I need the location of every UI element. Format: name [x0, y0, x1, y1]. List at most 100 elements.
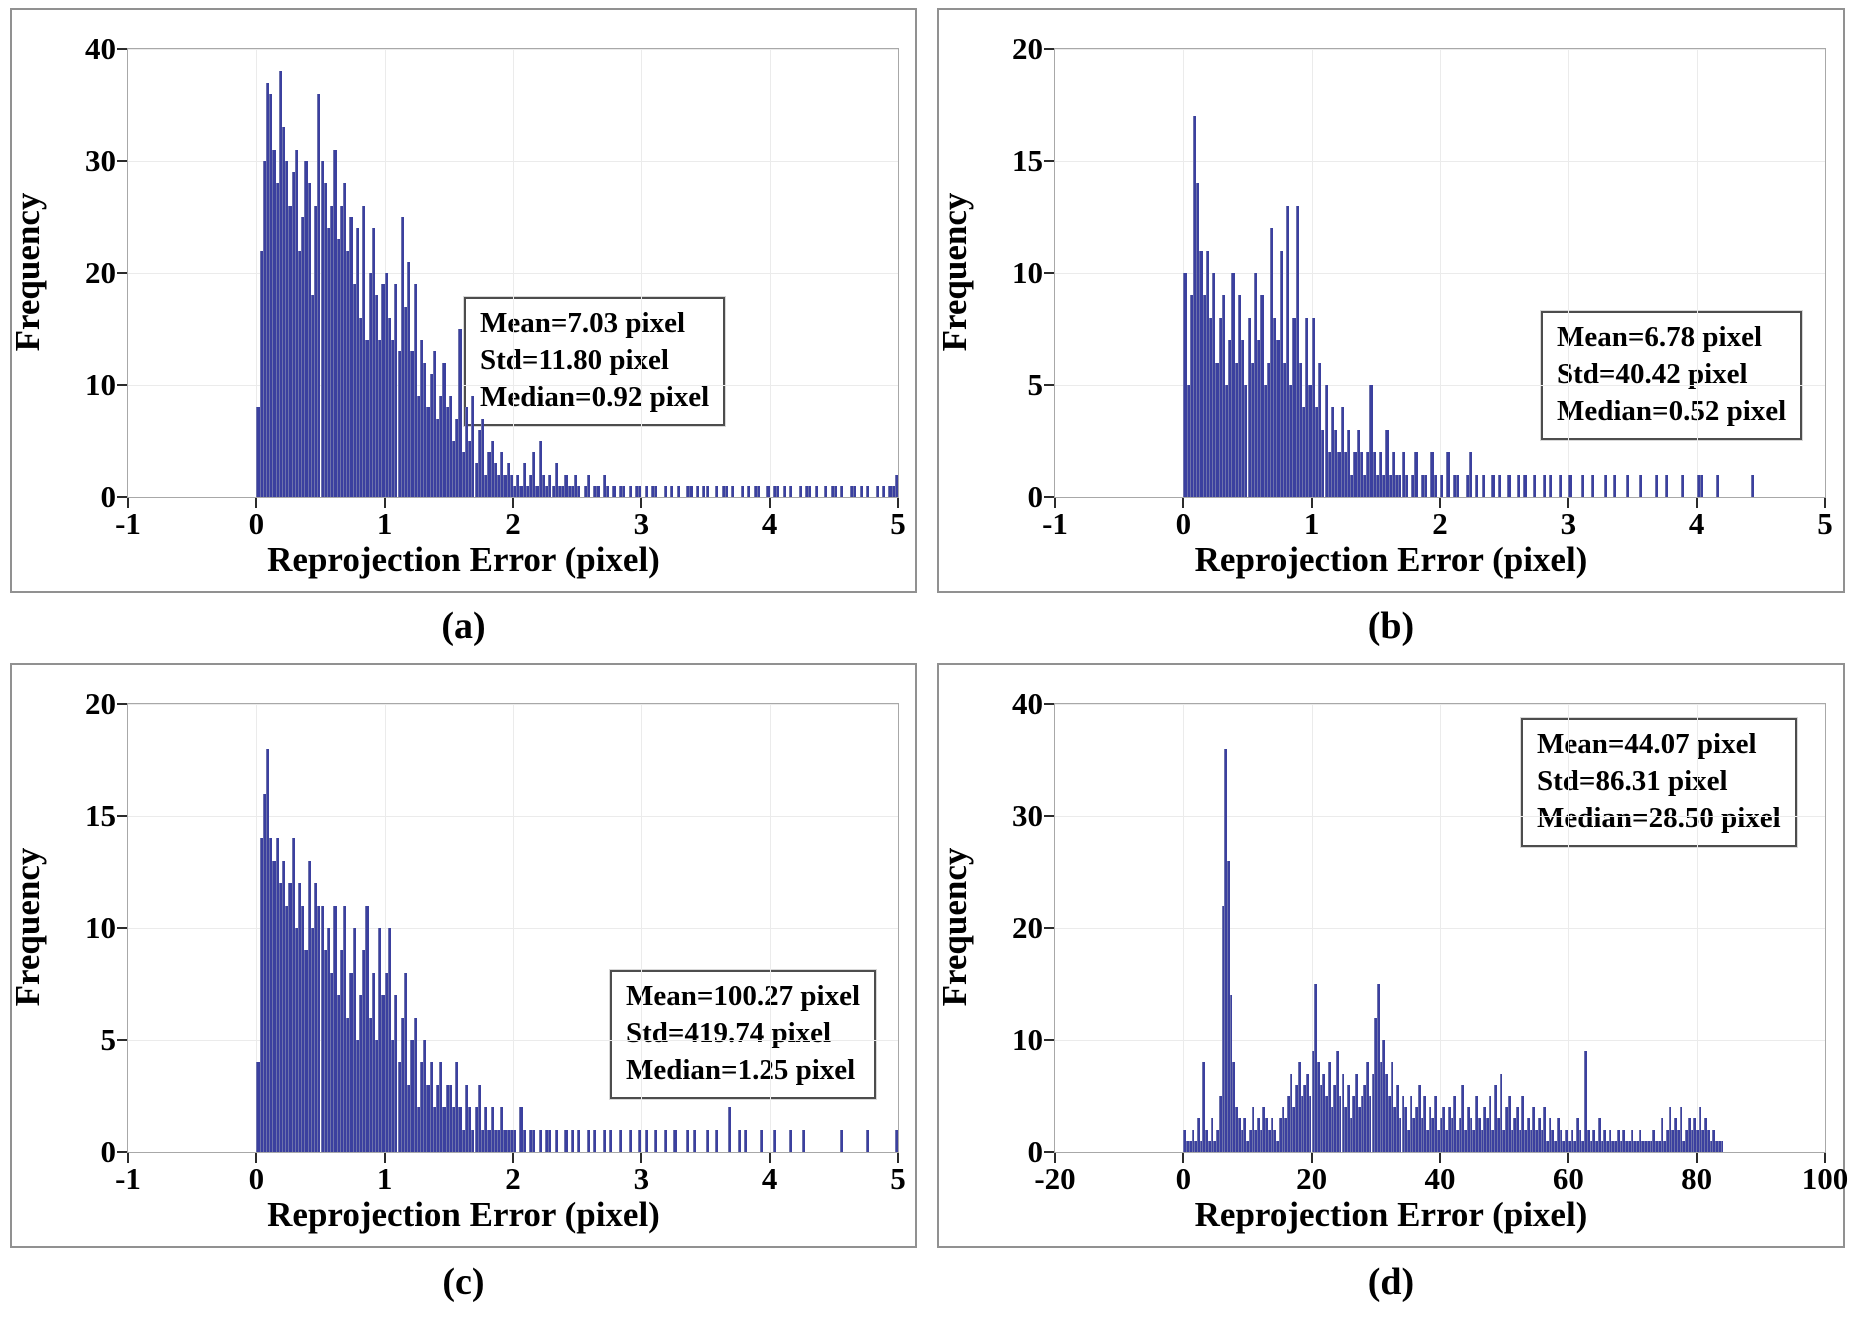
histogram-bar — [577, 1129, 581, 1152]
y-tick-label: 0 — [100, 1134, 117, 1169]
histogram-bar — [1414, 452, 1418, 497]
histogram-bar — [484, 474, 488, 497]
histogram-bar — [407, 261, 411, 497]
histogram-bar — [1286, 205, 1290, 497]
stat-mean: Mean=100.27 pixel — [626, 980, 861, 1012]
histogram-bar — [1295, 1084, 1298, 1152]
histogram-bar — [1305, 317, 1309, 497]
histogram-bar — [1668, 1107, 1672, 1152]
histogram-bar — [503, 474, 507, 497]
histogram-bar — [1368, 1096, 1372, 1152]
histogram-bar — [1491, 1129, 1495, 1152]
histogram-bar — [1256, 1118, 1260, 1152]
histogram-bar — [1496, 1118, 1500, 1152]
histogram-bar — [1269, 228, 1274, 497]
stat-mean: Mean=6.78 pixel — [1557, 321, 1763, 353]
y-tick-mark — [117, 1039, 127, 1041]
histogram-bar — [1224, 748, 1227, 1152]
histogram-bar — [1644, 1140, 1647, 1152]
x-tick-label: 60 — [1552, 1161, 1584, 1196]
histogram-bar — [1491, 474, 1495, 497]
histogram-bar — [1192, 116, 1197, 497]
histogram-bar — [1699, 474, 1704, 497]
histogram-bar — [1613, 474, 1617, 497]
histogram-bar — [1404, 474, 1408, 497]
x-tick-mark — [1567, 498, 1570, 508]
histogram-bar — [330, 205, 334, 497]
histogram-bar — [410, 351, 414, 497]
histogram-bar — [1369, 385, 1373, 497]
histogram-bar — [490, 441, 494, 497]
x-tick-label: 0 — [1175, 506, 1192, 541]
x-gridline — [1696, 704, 1698, 1152]
histogram-bar — [1446, 452, 1450, 497]
histogram-bar — [1502, 1129, 1506, 1152]
histogram-bar — [686, 485, 690, 497]
histogram-bar — [1586, 1129, 1590, 1152]
histogram-bar — [320, 905, 324, 1152]
histogram-bar — [1379, 452, 1383, 497]
histogram-bar — [1704, 1118, 1707, 1152]
histogram-bar — [1680, 474, 1684, 497]
histogram-bar — [808, 485, 812, 497]
histogram-bar — [378, 340, 382, 497]
histogram-bar — [342, 905, 347, 1152]
histogram-bar — [310, 295, 315, 497]
y-tick-label: 0 — [1027, 479, 1044, 514]
histogram-bar — [1619, 1140, 1623, 1152]
histogram-bar — [673, 1129, 677, 1152]
histogram-bar — [1349, 1118, 1353, 1152]
histogram-bar — [1353, 452, 1357, 497]
histogram-bar — [804, 485, 809, 497]
y-tick-label: 10 — [1012, 255, 1043, 290]
histogram-bar — [1709, 1140, 1713, 1152]
x-tick-mark — [383, 498, 386, 508]
histogram-bar — [1649, 1140, 1653, 1152]
histogram-bar — [638, 485, 642, 497]
stat-median: Median=0.92 pixel — [480, 381, 710, 413]
histogram-bar — [336, 995, 340, 1152]
x-tick-mark — [512, 498, 514, 508]
histogram-bar — [371, 972, 376, 1152]
histogram-bar — [1289, 1073, 1293, 1152]
x-tick-label: 3 — [1560, 506, 1577, 541]
stats-annotation-d: Mean=44.07 pixel Std=86.31 pixel Median=… — [1521, 718, 1797, 847]
histogram-bar — [1270, 1118, 1274, 1152]
histogram-bar — [301, 217, 305, 497]
histogram-bar — [1237, 1118, 1241, 1152]
histogram-bar — [387, 317, 392, 497]
histogram-bar — [814, 485, 818, 497]
histogram-bar — [1311, 1051, 1315, 1152]
histogram-bar — [1237, 295, 1242, 497]
histogram-bar — [1308, 1096, 1312, 1152]
x-axis-label-c: Reprojection Error (pixel) — [267, 1195, 660, 1234]
histogram-bar — [554, 463, 558, 497]
histogram-bar — [1295, 205, 1299, 497]
x-tick-mark — [768, 1153, 771, 1163]
y-tick-mark — [117, 1151, 127, 1153]
histogram-bar — [705, 1129, 709, 1152]
plot-area-a: Mean=7.03 pixel Std=11.80 pixel Median=0… — [85, 32, 906, 541]
histogram-bar — [394, 995, 398, 1152]
histogram-bar — [1346, 1084, 1350, 1152]
histogram-bar — [638, 1129, 642, 1152]
histogram-bar — [1445, 1129, 1448, 1152]
x-tick-label: 5 — [890, 1161, 906, 1196]
histogram-bar — [1385, 1073, 1388, 1152]
y-tick-mark — [117, 496, 127, 498]
x-tick-mark — [127, 498, 129, 508]
histogram-bar — [365, 905, 369, 1152]
histogram-bar — [1388, 474, 1392, 497]
histogram-bar — [509, 474, 513, 497]
histogram-bar — [1549, 474, 1553, 497]
histogram-bar — [1423, 474, 1428, 497]
y-tick-label: 10 — [85, 910, 116, 945]
histogram-bar — [888, 485, 892, 497]
histogram-bar — [1592, 1129, 1596, 1152]
histogram-bar — [1311, 317, 1315, 497]
histogram-bar — [452, 1107, 456, 1152]
histogram-bar — [676, 485, 680, 497]
histogram-bar — [1627, 1140, 1631, 1152]
histogram-bar — [1450, 1118, 1454, 1152]
histogram-bar — [375, 1040, 379, 1152]
